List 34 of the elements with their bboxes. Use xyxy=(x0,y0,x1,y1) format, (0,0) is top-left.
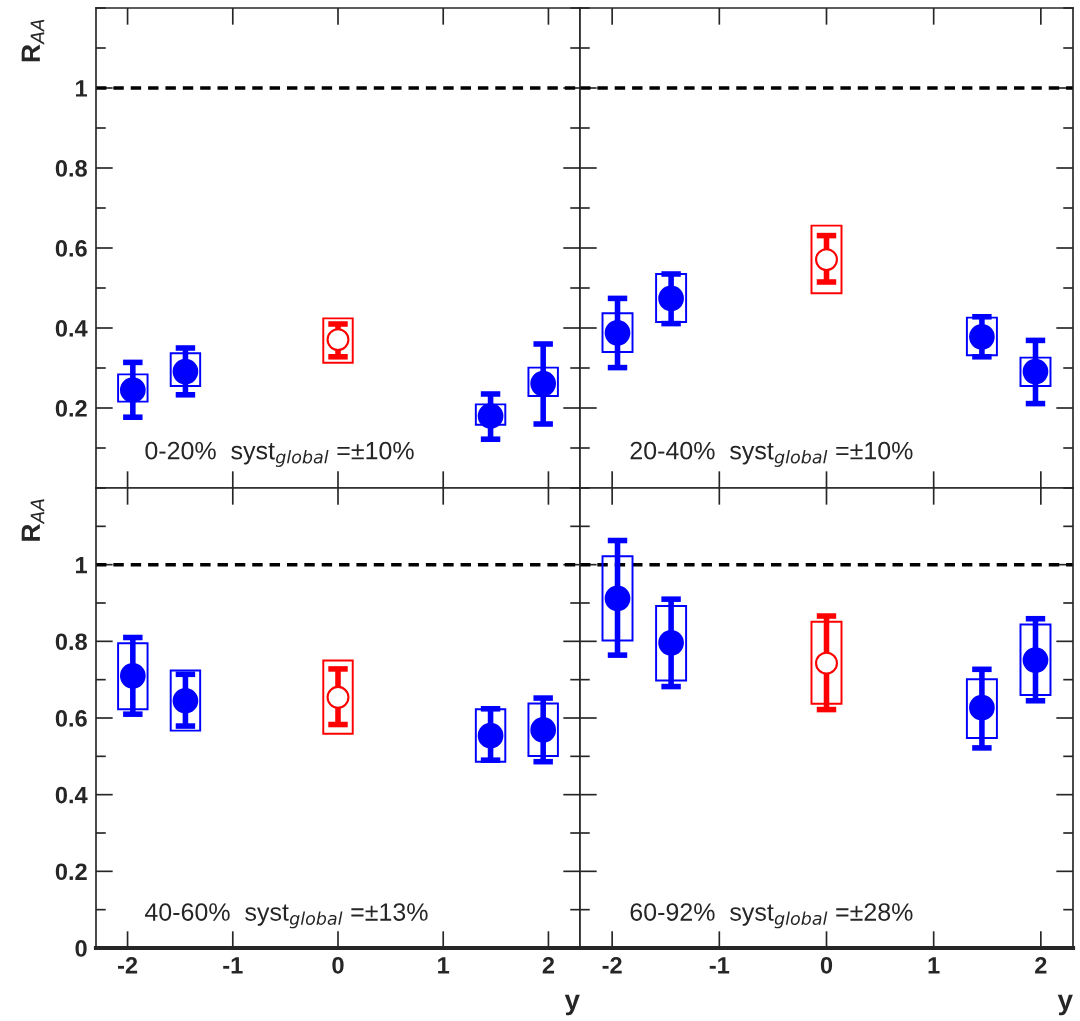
x-tick-label: 1 xyxy=(438,957,450,974)
x-axis-title: y xyxy=(1057,994,1073,1016)
y-axis-title: R$_{AA}$ xyxy=(21,19,45,62)
x-tick-label: -1 xyxy=(223,957,243,974)
annotation: 60-92% syst$_{global}$ =±28% xyxy=(630,903,913,929)
y-tick-label: 1 xyxy=(76,556,88,574)
x-tick-label: -2 xyxy=(117,956,138,974)
y-tick-label: 1 xyxy=(76,80,88,97)
x-tick-label: -2 xyxy=(602,956,622,974)
x-tick-label: -1 xyxy=(709,957,730,974)
bar xyxy=(322,659,354,735)
y-tick-label: 0 xyxy=(75,940,87,957)
bar xyxy=(810,224,843,295)
bar xyxy=(474,708,507,763)
bar xyxy=(169,669,202,732)
x-tick-label: 2 xyxy=(1035,956,1047,974)
y-tick-label: 0.6 xyxy=(55,710,87,727)
y-tick-label: 0.2 xyxy=(55,400,87,417)
annotation: 40-60% syst$_{global}$ =±13% xyxy=(144,903,428,929)
y-tick-label: 0.4 xyxy=(55,320,88,337)
x-tick-label: 2 xyxy=(542,956,555,974)
y-tick-label: 0.4 xyxy=(55,786,88,804)
y-tick-label: 0.8 xyxy=(55,633,87,651)
x-tick-label: 0 xyxy=(820,956,833,974)
y-axis-title: R$_{AA}$ xyxy=(21,499,45,541)
x-tick-label: 1 xyxy=(928,957,940,974)
bar xyxy=(322,317,354,364)
annotation: 20-40% syst$_{global}$ =±10% xyxy=(630,441,913,467)
y-tick-label: 0.6 xyxy=(55,240,87,257)
y-tick-label: 0.8 xyxy=(55,160,87,177)
x-tick-label: 0 xyxy=(332,956,344,974)
annotation: 0-20% syst$_{global}$ =±10% xyxy=(145,441,414,467)
x-axis-title: y xyxy=(564,994,580,1016)
y-tick-label: 0.2 xyxy=(55,863,87,881)
